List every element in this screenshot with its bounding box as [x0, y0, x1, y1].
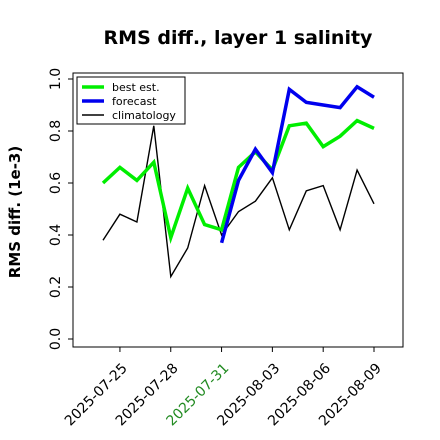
plot-frame: [72, 72, 404, 348]
legend-label-forecast: forecast: [112, 95, 157, 108]
x-axis: 2025-07-252025-07-282025-07-312025-08-03…: [62, 347, 385, 429]
legend: best est. forecast climatology: [76, 76, 186, 125]
legend-label-best-est: best est.: [112, 81, 160, 94]
y-axis-label: RMS diff. (1e-3): [6, 146, 24, 278]
y-axis: 0.0 0.2 0.4 0.6 0.8 1.0: [48, 68, 73, 350]
y-tick-label: 0.8: [48, 120, 64, 142]
chart-title: RMS diff., layer 1 salinity: [104, 27, 374, 49]
y-tick-label: 0.6: [48, 172, 64, 194]
series-line-climatology: [102, 125, 375, 279]
y-tick-label: 0.4: [48, 224, 64, 246]
y-tick-label: 0.2: [48, 276, 64, 298]
series-line-forecast: [219, 84, 375, 244]
series-layer: [101, 84, 375, 279]
y-tick-label: 0.0: [48, 328, 64, 350]
legend-label-climatology: climatology: [112, 109, 176, 122]
series-line-best-est: [101, 118, 375, 245]
y-tick-label: 1.0: [48, 68, 64, 90]
